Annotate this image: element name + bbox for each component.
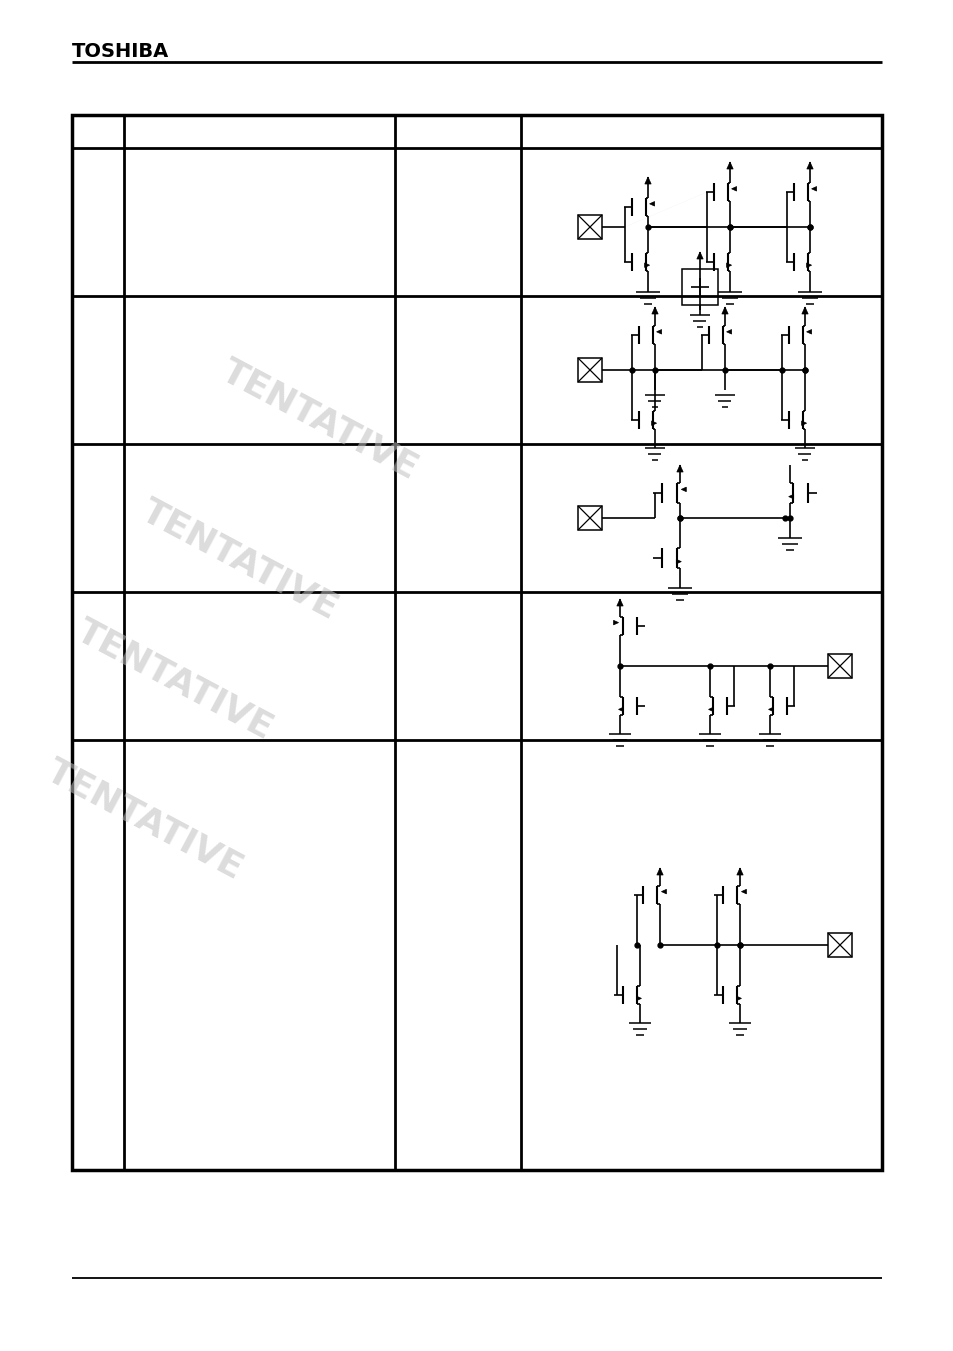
Bar bbox=[681, 269, 718, 305]
Bar bbox=[827, 934, 851, 957]
Polygon shape bbox=[644, 263, 649, 267]
Polygon shape bbox=[656, 330, 661, 334]
Polygon shape bbox=[676, 465, 682, 471]
Polygon shape bbox=[636, 996, 640, 1001]
Polygon shape bbox=[617, 598, 622, 607]
Polygon shape bbox=[768, 707, 773, 712]
Polygon shape bbox=[657, 867, 662, 875]
Polygon shape bbox=[644, 177, 651, 184]
Polygon shape bbox=[805, 330, 811, 334]
Text: TENTATIVE: TENTATIVE bbox=[71, 613, 279, 746]
Polygon shape bbox=[726, 263, 731, 267]
Polygon shape bbox=[680, 488, 685, 492]
Bar bbox=[578, 507, 601, 530]
Polygon shape bbox=[649, 201, 654, 207]
Polygon shape bbox=[788, 494, 793, 499]
Bar bbox=[578, 358, 601, 382]
Polygon shape bbox=[805, 263, 811, 267]
Polygon shape bbox=[801, 422, 805, 426]
Bar bbox=[71, 115, 882, 1170]
Bar bbox=[578, 215, 601, 239]
Text: TENTATIVE: TENTATIVE bbox=[135, 494, 344, 626]
Polygon shape bbox=[613, 620, 618, 626]
Polygon shape bbox=[801, 307, 807, 313]
Polygon shape bbox=[806, 162, 812, 169]
Polygon shape bbox=[736, 996, 740, 1001]
Polygon shape bbox=[676, 559, 680, 563]
Bar bbox=[827, 654, 851, 678]
Polygon shape bbox=[736, 867, 742, 875]
Polygon shape bbox=[731, 186, 736, 190]
Polygon shape bbox=[618, 707, 623, 712]
Polygon shape bbox=[660, 889, 666, 894]
Polygon shape bbox=[651, 422, 656, 426]
Polygon shape bbox=[696, 253, 702, 259]
Polygon shape bbox=[726, 162, 733, 169]
Polygon shape bbox=[708, 707, 713, 712]
Polygon shape bbox=[721, 307, 727, 313]
Polygon shape bbox=[651, 307, 658, 313]
Polygon shape bbox=[726, 330, 731, 334]
Polygon shape bbox=[740, 889, 745, 894]
Text: TOSHIBA: TOSHIBA bbox=[71, 42, 169, 61]
Text: TENTATIVE: TENTATIVE bbox=[41, 754, 249, 886]
Polygon shape bbox=[811, 186, 816, 190]
Text: TENTATIVE: TENTATIVE bbox=[215, 354, 424, 486]
